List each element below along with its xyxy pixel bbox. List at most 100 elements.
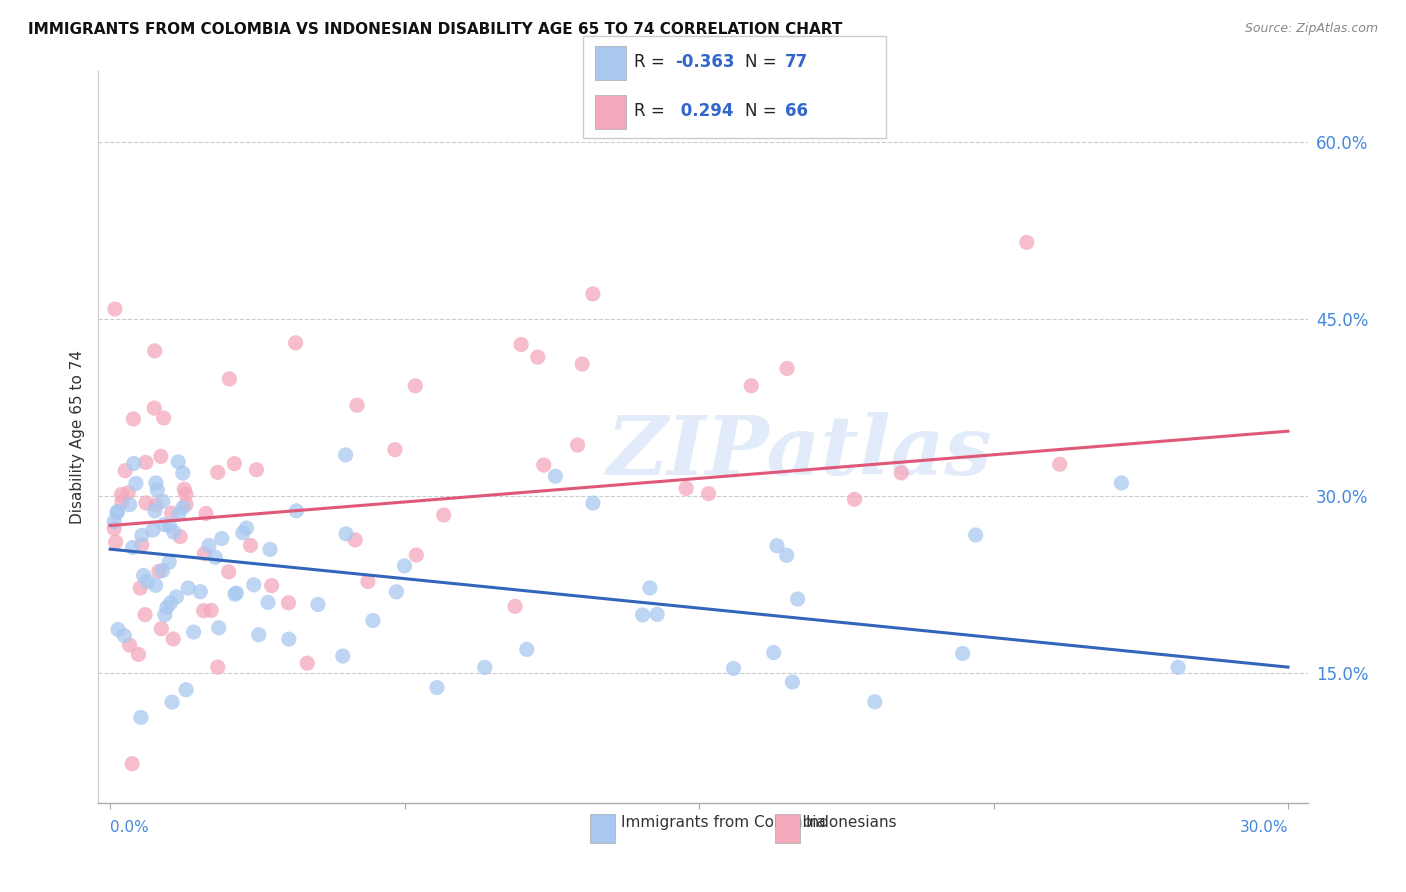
Point	[104, 535, 127, 549]
Point	[111, 495, 134, 509]
Point	[193, 604, 215, 618]
Text: 0.0%: 0.0%	[110, 821, 149, 836]
Point	[152, 564, 174, 578]
Point	[129, 581, 152, 595]
Point	[844, 492, 866, 507]
Point	[145, 498, 167, 512]
Text: Indonesians: Indonesians	[806, 815, 897, 830]
Point	[172, 500, 194, 515]
Point	[697, 486, 720, 500]
Point	[385, 585, 408, 599]
Point	[167, 455, 190, 469]
Point	[776, 361, 799, 376]
Point	[307, 598, 329, 612]
Point	[122, 457, 145, 471]
Point	[218, 372, 240, 386]
Point	[162, 632, 184, 646]
Point	[284, 335, 307, 350]
Point	[952, 647, 974, 661]
Point	[335, 527, 357, 541]
Point	[121, 541, 143, 555]
Point	[188, 584, 211, 599]
Text: Immigrants from Colombia: Immigrants from Colombia	[621, 815, 825, 830]
Point	[544, 469, 567, 483]
Point	[297, 656, 319, 670]
Point	[207, 660, 229, 674]
Point	[148, 565, 170, 579]
Point	[131, 528, 153, 542]
Point	[1049, 457, 1071, 471]
Point	[142, 523, 165, 537]
Point	[762, 646, 785, 660]
Point	[167, 508, 190, 522]
Point	[153, 517, 176, 532]
Point	[675, 482, 697, 496]
Text: 66: 66	[785, 103, 807, 120]
Point	[404, 379, 426, 393]
Text: 30.0%: 30.0%	[1240, 821, 1288, 836]
Point	[193, 547, 215, 561]
Point	[245, 463, 267, 477]
Text: ZIPatlas: ZIPatlas	[607, 412, 993, 491]
Point	[173, 482, 195, 496]
Point	[174, 498, 197, 512]
Point	[1111, 475, 1133, 490]
Point	[571, 357, 593, 371]
Point	[257, 595, 280, 609]
Point	[117, 485, 139, 500]
Point	[232, 525, 254, 540]
Point	[965, 528, 987, 542]
Point	[172, 466, 194, 480]
Text: -0.363: -0.363	[675, 54, 734, 71]
Point	[121, 756, 143, 771]
Point	[174, 682, 197, 697]
Point	[146, 483, 169, 497]
Point	[136, 574, 159, 589]
Point	[194, 507, 217, 521]
Text: Source: ZipAtlas.com: Source: ZipAtlas.com	[1244, 22, 1378, 36]
Point	[260, 579, 283, 593]
Point	[132, 568, 155, 582]
Point	[135, 455, 157, 469]
Point	[775, 549, 797, 563]
Point	[110, 487, 132, 501]
Point	[174, 487, 197, 501]
Point	[357, 574, 380, 589]
Point	[527, 350, 550, 364]
Point	[474, 660, 496, 674]
Text: 77: 77	[785, 54, 808, 71]
Point	[134, 607, 156, 622]
Text: N =: N =	[745, 103, 782, 120]
Point	[225, 586, 247, 600]
Point	[107, 504, 129, 518]
Point	[567, 438, 589, 452]
Point	[344, 533, 367, 547]
Point	[107, 623, 129, 637]
Point	[247, 628, 270, 642]
Point	[103, 515, 125, 529]
Point	[114, 464, 136, 478]
Point	[285, 504, 308, 518]
Point	[384, 442, 406, 457]
Point	[645, 607, 668, 622]
Point	[129, 710, 152, 724]
Point	[259, 542, 281, 557]
Point	[277, 632, 299, 647]
Point	[131, 538, 153, 552]
Point	[165, 590, 187, 604]
Point	[332, 648, 354, 663]
Point	[1167, 660, 1189, 674]
Point	[277, 596, 299, 610]
Point	[346, 398, 368, 412]
Point	[152, 494, 174, 508]
Point	[766, 539, 789, 553]
Point	[394, 558, 416, 573]
Point	[198, 539, 221, 553]
Point	[533, 458, 555, 472]
Point	[582, 496, 605, 510]
Point	[127, 648, 149, 662]
Point	[125, 476, 148, 491]
Point	[153, 607, 176, 622]
Point	[160, 695, 183, 709]
Point	[163, 525, 186, 540]
